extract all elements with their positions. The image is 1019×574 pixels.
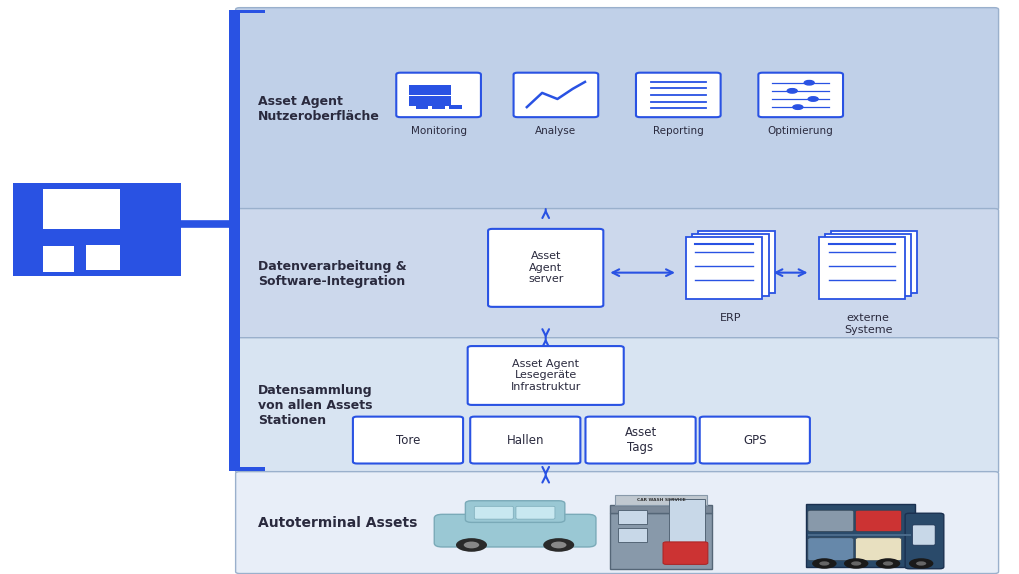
Text: CAR WASH SERVICE: CAR WASH SERVICE [636,498,685,502]
FancyBboxPatch shape [396,73,481,117]
FancyBboxPatch shape [514,73,597,117]
Ellipse shape [811,558,836,569]
FancyBboxPatch shape [468,346,624,405]
Bar [44,246,74,272]
FancyBboxPatch shape [636,73,719,117]
Text: Tore: Tore [395,433,420,447]
Text: Analyse: Analyse [535,126,576,136]
Bar [429,96,450,106]
Text: Asset
Tags: Asset Tags [624,426,656,454]
Text: ERP: ERP [718,313,741,323]
Text: GPS: GPS [742,433,766,447]
FancyBboxPatch shape [855,538,901,561]
Text: Autoterminal Assets: Autoterminal Assets [258,515,417,530]
Bar [429,85,450,95]
Bar [409,96,430,106]
Bar [432,105,444,109]
FancyBboxPatch shape [353,417,463,464]
Bar [609,505,711,513]
Bar [618,510,646,523]
Text: Optimierung: Optimierung [767,126,833,136]
Bar [830,231,917,293]
Bar [44,189,120,229]
Bar [805,505,914,567]
FancyBboxPatch shape [474,506,513,519]
Bar [698,231,774,293]
Ellipse shape [875,558,900,569]
FancyBboxPatch shape [434,514,595,547]
Bar [87,245,120,270]
Ellipse shape [550,541,566,548]
FancyBboxPatch shape [807,538,853,561]
Bar [807,534,910,536]
FancyBboxPatch shape [235,338,998,473]
Ellipse shape [455,538,486,552]
FancyBboxPatch shape [470,417,580,464]
Ellipse shape [850,561,860,565]
Text: Asset Agent
Lesegeräte
Infrastruktur: Asset Agent Lesegeräte Infrastruktur [511,359,580,392]
Text: Reporting: Reporting [652,126,703,136]
Bar [229,10,239,471]
Bar [614,495,706,505]
Bar [692,234,768,296]
Bar [229,10,265,13]
FancyBboxPatch shape [585,417,695,464]
Text: Monitoring: Monitoring [411,126,466,136]
Text: Datenverarbeitung &
Software-Integration: Datenverarbeitung & Software-Integration [258,260,407,288]
Bar [229,467,265,471]
Bar [618,529,646,542]
Bar [13,183,181,276]
Bar [818,236,905,299]
Ellipse shape [915,561,925,565]
FancyBboxPatch shape [488,229,603,307]
Text: externe
Systeme: externe Systeme [843,313,892,335]
Ellipse shape [818,561,828,565]
Ellipse shape [792,105,802,110]
Text: Asset
Agent
server: Asset Agent server [528,251,562,285]
Bar [409,85,430,95]
Text: Hallen: Hallen [506,433,543,447]
Ellipse shape [908,558,932,569]
Bar [668,499,704,542]
FancyBboxPatch shape [465,501,565,522]
FancyBboxPatch shape [235,208,998,339]
Bar [449,105,462,109]
FancyBboxPatch shape [758,73,843,117]
Ellipse shape [787,88,797,93]
FancyBboxPatch shape [912,525,934,545]
FancyBboxPatch shape [807,510,853,532]
FancyBboxPatch shape [699,417,809,464]
FancyBboxPatch shape [235,472,998,573]
Bar [824,234,911,296]
Ellipse shape [807,97,817,101]
Ellipse shape [803,80,813,85]
FancyBboxPatch shape [662,542,707,564]
FancyBboxPatch shape [235,7,998,210]
Bar [416,105,428,109]
Text: Datensammlung
von allen Assets
Stationen: Datensammlung von allen Assets Stationen [258,384,372,427]
Bar [686,236,761,299]
Ellipse shape [543,538,574,552]
Ellipse shape [882,561,893,565]
FancyBboxPatch shape [516,506,554,519]
Bar [609,513,711,569]
Ellipse shape [464,541,479,548]
Text: Asset Agent
Nutzeroberfläche: Asset Agent Nutzeroberfläche [258,95,379,123]
FancyBboxPatch shape [904,513,943,569]
Ellipse shape [843,558,867,569]
FancyBboxPatch shape [855,510,901,532]
